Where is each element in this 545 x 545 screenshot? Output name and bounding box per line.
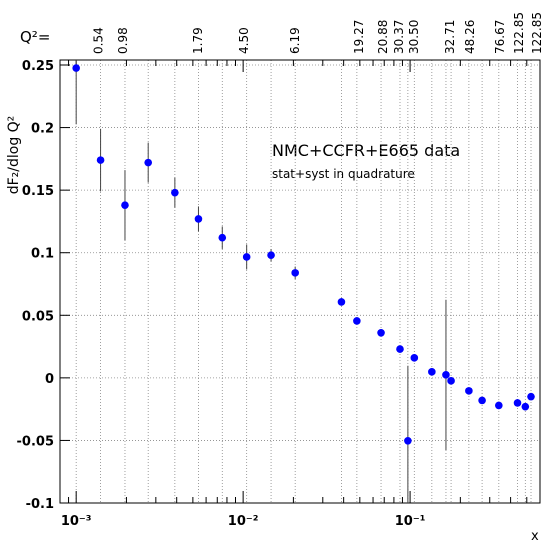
y-tick-label: 0.2 (31, 122, 54, 137)
point (513, 399, 522, 407)
y-tick-label: 0.05 (22, 309, 54, 324)
y-axis-label: dF₂/dlog Q² (6, 116, 22, 195)
point (465, 387, 473, 395)
top-tick-label: 20.88 (376, 20, 390, 54)
point (144, 158, 152, 167)
y-tick-label: 0.1 (31, 247, 54, 262)
point (353, 317, 361, 325)
point (527, 392, 535, 401)
x-tick-label: 10⁻² (228, 514, 259, 529)
point (521, 402, 530, 411)
point (495, 401, 503, 410)
point (337, 298, 346, 306)
point (72, 64, 80, 72)
point (171, 188, 179, 197)
point (194, 215, 203, 223)
top-tick-label: 1.79 (191, 27, 205, 54)
top-tick-label: 0.54 (91, 27, 105, 54)
top-tick-label: 76.67 (493, 20, 507, 54)
y-tick-label: -0.05 (17, 434, 54, 449)
point (410, 354, 419, 362)
point (121, 201, 129, 209)
point (404, 437, 412, 445)
point (242, 253, 251, 261)
point (96, 156, 105, 164)
point (291, 269, 299, 277)
point (428, 368, 436, 376)
top-tick-label: 48.26 (463, 20, 477, 54)
top-tick-label: 19.27 (352, 20, 366, 54)
top-tick-label: 6.19 (288, 27, 302, 54)
point (396, 345, 404, 353)
point (478, 396, 486, 405)
y-tick-label: 0.25 (22, 59, 54, 74)
top-tick-label: 4.50 (237, 27, 251, 54)
chart-subtitle: stat+syst in quadrature (272, 167, 415, 181)
top-tick-label: 30.37 (392, 20, 406, 54)
point (447, 377, 455, 385)
point (267, 251, 275, 260)
x-axis-label: x (531, 529, 539, 544)
y-tick-label: -0.1 (26, 497, 54, 512)
point (377, 329, 385, 337)
y-tick-label: 0.15 (22, 184, 54, 199)
x-tick-label: 10⁻¹ (395, 514, 426, 529)
point (218, 233, 227, 242)
top-tick-label: 122.85 (530, 12, 544, 54)
top-tick-label: 0.98 (116, 27, 130, 54)
top-axis-label: Q²= (20, 28, 50, 46)
point (442, 371, 450, 379)
chart-title: NMC+CCFR+E665 data (272, 141, 460, 160)
top-tick-label: 32.71 (443, 20, 457, 54)
top-tick-label: 30.50 (407, 20, 421, 54)
plot-frame (59, 59, 541, 504)
top-tick-label: 122.85 (512, 12, 526, 54)
x-tick-label: 10⁻³ (61, 514, 92, 529)
y-tick-label: 0 (45, 372, 54, 387)
